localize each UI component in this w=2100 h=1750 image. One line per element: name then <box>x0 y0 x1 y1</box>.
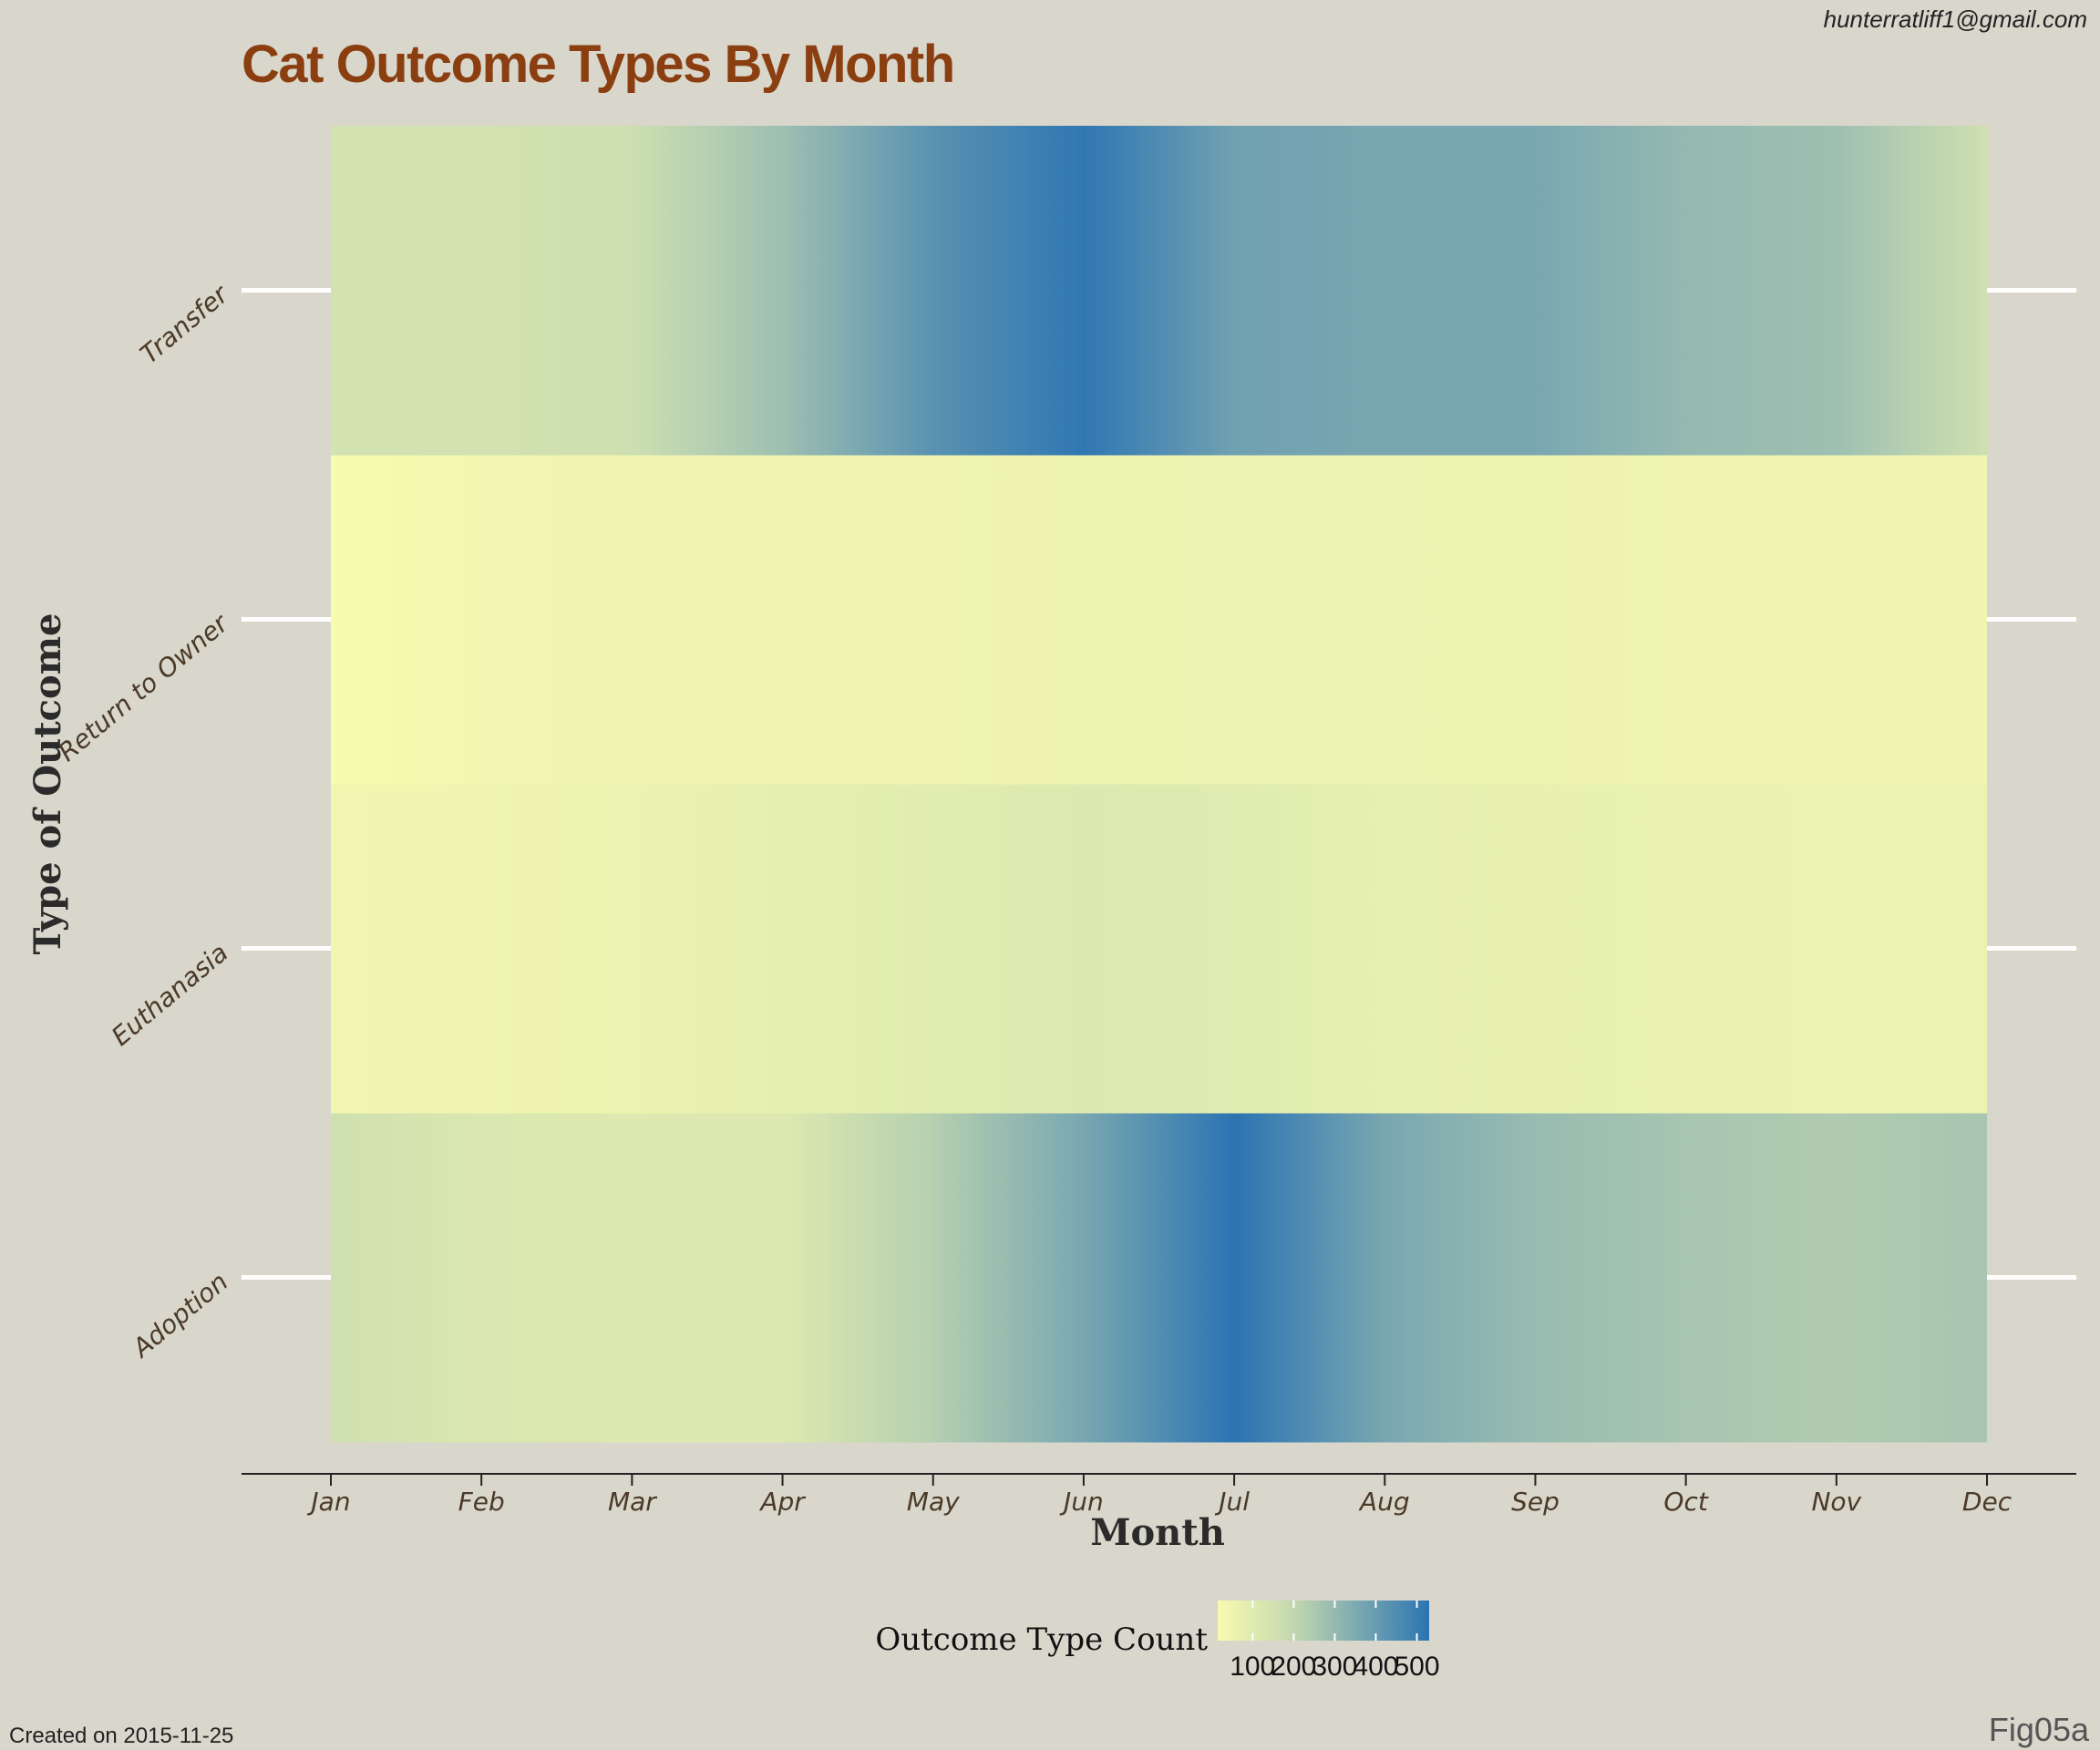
figure-id: Fig05a <box>1989 1711 2090 1748</box>
x-tick-label: Sep <box>1511 1487 1560 1517</box>
legend-title: Outcome Type Count <box>875 1621 1208 1658</box>
author-email: hunterratliff1@gmail.com <box>1824 5 2087 33</box>
x-tick-label: Dec <box>1962 1487 2012 1517</box>
heatmap-row-euthanasia <box>331 784 1987 1114</box>
heatmap-row-adoption <box>331 1113 1987 1443</box>
y-axis-title: Type of Outcome <box>26 613 69 955</box>
x-tick-label: May <box>907 1487 960 1517</box>
heatmap-row-return-to-owner <box>331 455 1987 785</box>
x-axis: Jan Feb Mar Apr May Jun Jul Aug Sep Oct Nov Dec <box>242 1473 2076 1517</box>
x-tick-label: Jun <box>1059 1487 1104 1517</box>
created-date: Created on 2015-11-25 <box>9 1724 233 1748</box>
x-tick-label: Apr <box>758 1487 806 1517</box>
x-axis-title: Month <box>1090 1511 1225 1554</box>
legend-tick-label: 500 <box>1394 1652 1439 1682</box>
x-tick-label: Feb <box>458 1487 505 1517</box>
x-tick-label: Jan <box>306 1487 350 1517</box>
legend-color-bar <box>1218 1601 1429 1641</box>
x-tick-label: Jul <box>1214 1487 1250 1517</box>
y-tick-label: Euthanasia <box>106 938 234 1052</box>
chart-title: Cat Outcome Types By Month <box>242 35 954 94</box>
heatmap-row-transfer <box>331 126 1987 456</box>
heatmap-body <box>331 126 1987 1443</box>
legend-tick-label: 100 <box>1230 1652 1275 1682</box>
y-tick-label: Adoption <box>126 1267 234 1364</box>
x-tick-label: Oct <box>1663 1487 1708 1517</box>
x-tick-label: Aug <box>1358 1487 1410 1517</box>
y-tick-label: Transfer <box>135 279 235 370</box>
x-tick-label: Nov <box>1811 1487 1861 1517</box>
legend-tick-label: 300 <box>1312 1652 1357 1682</box>
x-tick-label: Mar <box>608 1487 657 1517</box>
legend-tick-label: 200 <box>1271 1652 1316 1682</box>
y-tick-label: Return to Owner <box>53 608 235 767</box>
legend-tick-label: 400 <box>1353 1652 1398 1682</box>
